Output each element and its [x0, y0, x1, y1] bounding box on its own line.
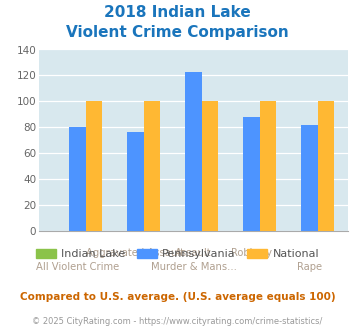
- Bar: [301, 125, 318, 231]
- Bar: [86, 101, 102, 231]
- Text: Aggravated Assault: Aggravated Assault: [87, 248, 185, 258]
- Text: Robbery: Robbery: [231, 248, 272, 258]
- Bar: [69, 127, 86, 231]
- Text: 2018 Indian Lake: 2018 Indian Lake: [104, 5, 251, 20]
- Bar: [260, 101, 276, 231]
- Text: Violent Crime Comparison: Violent Crime Comparison: [66, 25, 289, 40]
- Legend: Indian Lake, Pennsylvania, National: Indian Lake, Pennsylvania, National: [31, 244, 324, 263]
- Text: Rape: Rape: [297, 262, 322, 272]
- Bar: [202, 101, 218, 231]
- Bar: [318, 101, 334, 231]
- Bar: [143, 101, 160, 231]
- Text: Compared to U.S. average. (U.S. average equals 100): Compared to U.S. average. (U.S. average …: [20, 292, 335, 302]
- Text: © 2025 CityRating.com - https://www.cityrating.com/crime-statistics/: © 2025 CityRating.com - https://www.city…: [32, 317, 323, 326]
- Bar: [244, 117, 260, 231]
- Text: Murder & Mans...: Murder & Mans...: [151, 262, 236, 272]
- Text: All Violent Crime: All Violent Crime: [36, 262, 119, 272]
- Bar: [127, 132, 143, 231]
- Text: Assault: Assault: [175, 248, 212, 258]
- Bar: [185, 72, 202, 231]
